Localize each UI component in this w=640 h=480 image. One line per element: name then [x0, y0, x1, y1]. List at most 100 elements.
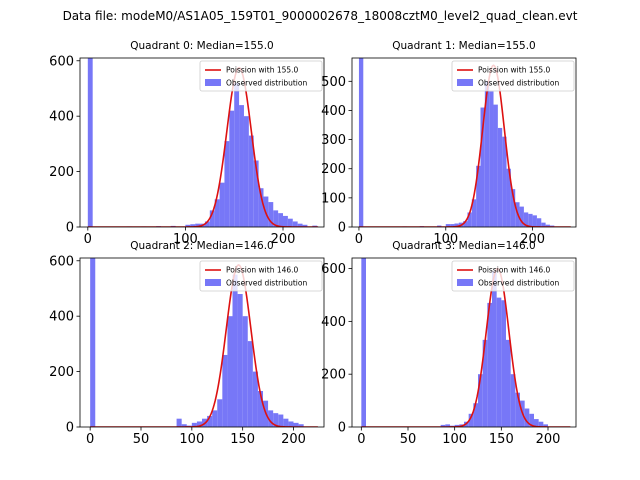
histogram-bar [492, 271, 497, 427]
histogram-bar [204, 221, 210, 227]
histogram-bar [219, 182, 225, 227]
histogram-bar [234, 82, 240, 227]
subplot-2: 0 50 100 150 200 0 200 400 600 Quadrant 2: Median… [49, 240, 325, 447]
axes-frame [79, 257, 325, 428]
x-tick-label: 100 [433, 232, 458, 247]
histogram-bar [501, 300, 506, 427]
histogram-bar [257, 390, 263, 427]
histogram-bar [214, 199, 220, 227]
x-tick-label: 50 [133, 432, 150, 447]
histogram-bar [543, 424, 548, 427]
subplot-3: 0 50 100 150 200 0 200 400 600 Quadrant 3: Median… [321, 240, 577, 447]
y-tick-label: 200 [49, 165, 74, 180]
x-tick-label: 150 [230, 432, 255, 447]
histogram-bar [468, 413, 474, 427]
histogram-bar [253, 160, 259, 227]
axes-frame [79, 57, 325, 228]
y-tick-label: 100 [321, 191, 346, 206]
histogram-bar [232, 274, 238, 427]
legend-box [451, 60, 575, 92]
histogram-bar [496, 297, 502, 427]
y-tick-label: 500 [321, 75, 346, 90]
legend-bar-swatch [457, 279, 473, 286]
histogram-bar [297, 223, 303, 227]
histogram-bar [292, 221, 298, 227]
y-tick-label: 400 [321, 104, 346, 119]
histogram-bar [528, 213, 533, 227]
histogram-bar [358, 58, 364, 227]
histogram-bar [502, 136, 507, 227]
histogram-bar [506, 168, 511, 227]
legend-label-observed: Observed distribution [226, 279, 307, 288]
histogram-bar [493, 104, 498, 227]
legend-bar-swatch [205, 279, 221, 286]
histogram-bar [273, 413, 279, 427]
y-tick-label: 600 [49, 54, 74, 69]
histogram-bar [268, 202, 274, 227]
histogram-bar [283, 418, 289, 427]
x-tick-label: 200 [281, 432, 306, 447]
histogram-bar [243, 116, 249, 227]
subplot-0: 0 100 200 0 200 400 600 Quadrant 0: Median=155.… [49, 40, 325, 247]
histogram-bar [288, 421, 294, 427]
y-tick-label: 400 [49, 110, 74, 125]
histogram-bar [510, 374, 516, 427]
histogram-bar [247, 341, 253, 427]
legend-box [199, 260, 323, 292]
histogram-bar [293, 422, 299, 427]
legend-box [199, 60, 323, 92]
histogram-bar [229, 110, 235, 227]
histogram-bar [454, 424, 460, 427]
legend-label-observed: Observed distribution [478, 79, 559, 88]
subplot-title: Quadrant 2: Median=146.0 [130, 240, 273, 252]
legend-label-poisson: Poission with 155.0 [226, 66, 299, 75]
y-tick-label: 300 [321, 133, 346, 148]
legend: Poission with 155.0 Observed distribution [199, 60, 323, 92]
y-tick-label: 0 [66, 421, 74, 436]
histogram-bar [445, 224, 451, 227]
histogram-bar [445, 424, 450, 427]
histogram-bar [302, 224, 308, 227]
histogram-bar [283, 215, 288, 227]
histogram-bar [506, 339, 511, 427]
x-tick-label: 50 [400, 432, 417, 447]
histogram-bar [239, 105, 244, 227]
legend-box [451, 260, 575, 292]
histogram-bar [361, 258, 366, 427]
histogram-bar [190, 224, 196, 227]
histogram-bar [90, 258, 96, 427]
x-tick-label: 0 [86, 432, 94, 447]
y-tick-label: 600 [49, 254, 74, 269]
histogram-bar [298, 424, 304, 427]
x-tick-label: 0 [357, 432, 365, 447]
histogram-bar [196, 421, 202, 427]
histogram-bar [207, 415, 213, 427]
histogram-bar [242, 316, 248, 427]
x-tick-label: 100 [179, 432, 204, 447]
y-tick-label: 400 [321, 315, 346, 330]
legend-label-poisson: Poission with 146.0 [226, 266, 299, 275]
histogram-bar [541, 222, 546, 227]
legend-label-observed: Observed distribution [478, 279, 559, 288]
plot-area [358, 58, 571, 227]
histogram-bar [217, 399, 223, 427]
y-tick-label: 200 [321, 162, 346, 177]
y-tick-label: 0 [338, 221, 346, 236]
legend-bar-swatch [205, 79, 221, 86]
histogram-bar [224, 141, 230, 227]
axes-frame [351, 57, 577, 228]
histogram-bar [484, 81, 490, 227]
histogram-bar [545, 224, 550, 227]
x-tick-label: 150 [489, 432, 514, 447]
axes-frame [351, 257, 577, 428]
poisson-curve [90, 264, 318, 427]
histogram-bar [519, 206, 524, 227]
histogram-bar [278, 213, 284, 227]
figure-title: Data file: modeM0/AS1A05_159T01_90000026… [62, 9, 578, 23]
histogram-bar [450, 224, 455, 227]
histogram-bar [227, 316, 233, 427]
histogram-bar [440, 424, 446, 427]
legend: Poission with 146.0 Observed distribution [199, 260, 323, 292]
x-tick-label: 200 [520, 232, 545, 247]
